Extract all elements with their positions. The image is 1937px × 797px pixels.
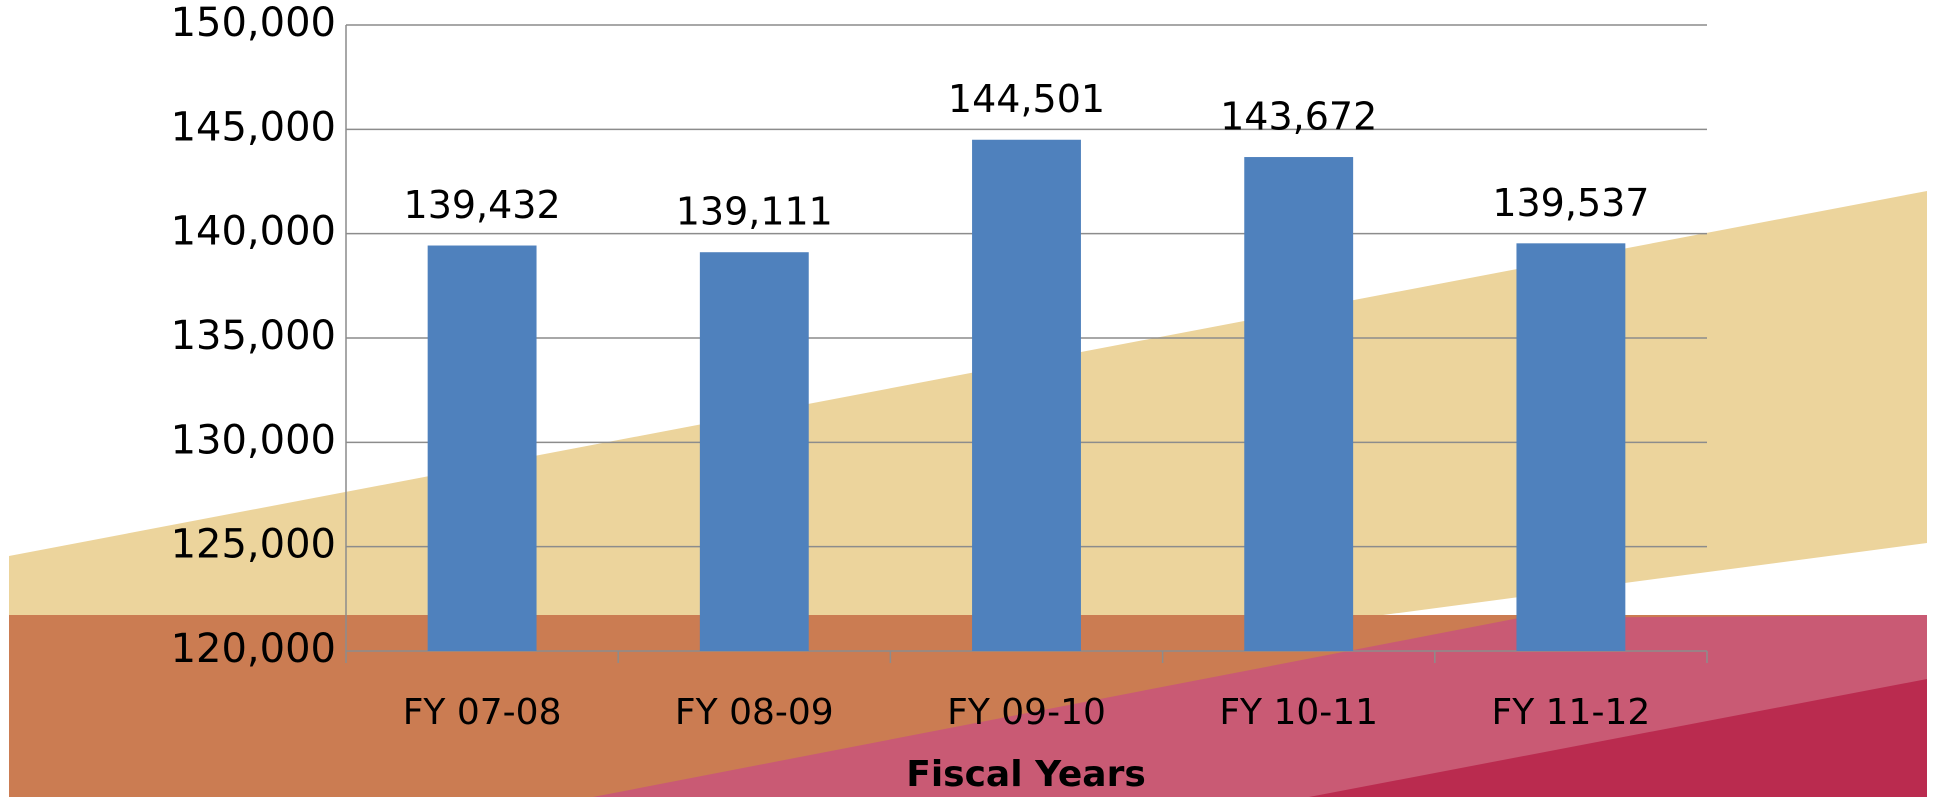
y-tick-label: 125,000 bbox=[171, 522, 336, 568]
bar bbox=[972, 140, 1081, 651]
y-tick-label: 130,000 bbox=[171, 417, 336, 463]
x-axis-title: Fiscal Years bbox=[906, 754, 1146, 795]
x-tick-label: FY 11-12 bbox=[1492, 692, 1651, 733]
x-tick-label: FY 07-08 bbox=[403, 692, 562, 733]
value-label: 144,501 bbox=[948, 77, 1105, 121]
x-tick-label: FY 09-10 bbox=[947, 692, 1106, 733]
value-label: 143,672 bbox=[1220, 95, 1377, 139]
y-tick-label: 140,000 bbox=[171, 209, 336, 255]
value-label: 139,537 bbox=[1492, 181, 1649, 225]
bar bbox=[428, 246, 537, 651]
y-tick-label: 145,000 bbox=[171, 104, 336, 150]
value-label: 139,432 bbox=[404, 183, 561, 227]
bar bbox=[700, 252, 809, 651]
y-tick-label: 150,000 bbox=[171, 0, 336, 46]
x-tick-label: FY 08-09 bbox=[675, 692, 834, 733]
y-tick-label: 120,000 bbox=[171, 626, 336, 672]
chart: Fiscal Years 120,000 125,000 130,000 135,00… bbox=[0, 0, 1937, 797]
value-label: 139,111 bbox=[676, 190, 833, 234]
bar bbox=[1516, 243, 1625, 651]
bar bbox=[1244, 157, 1353, 651]
y-tick-label: 135,000 bbox=[171, 313, 336, 359]
x-tick-label: FY 10-11 bbox=[1219, 692, 1378, 733]
